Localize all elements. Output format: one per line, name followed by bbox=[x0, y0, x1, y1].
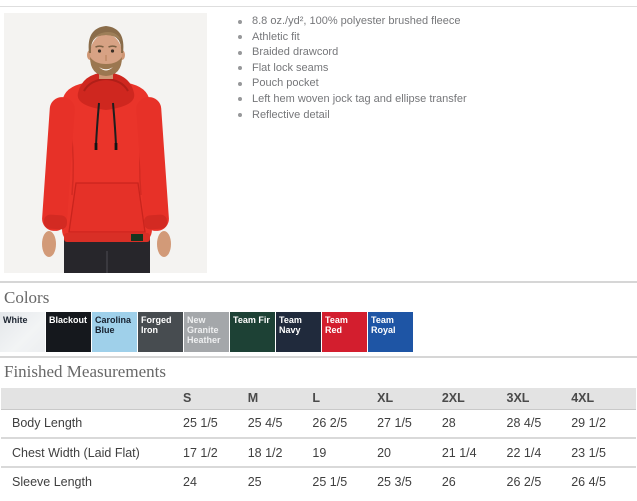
measurement-value: 24 bbox=[183, 466, 248, 496]
measurements-table: S M L XL 2XL 3XL 4XL Body Length 25 1/5 25 4/5 26… bbox=[1, 388, 636, 496]
size-column-header-4xl: 4XL bbox=[571, 388, 636, 410]
empty-header-cell bbox=[1, 388, 183, 410]
measurement-value: 26 bbox=[441, 466, 507, 496]
measurement-value: 21 1/4 bbox=[441, 437, 507, 467]
measurement-label: Sleeve Length bbox=[1, 466, 183, 496]
top-divider bbox=[0, 6, 637, 7]
measurement-label: Body Length bbox=[12, 416, 83, 431]
feature-item: Flat lock seams bbox=[236, 62, 467, 75]
measurement-value: 25 1/5 bbox=[183, 416, 218, 431]
feature-item: 8.8 oz./yd², 100% polyester brushed flee… bbox=[236, 15, 467, 28]
color-swatch-team-royal[interactable]: Team Royal bbox=[368, 312, 413, 352]
measurement-value: 25 bbox=[247, 466, 313, 496]
measurements-heading: Finished Measurements bbox=[4, 362, 166, 381]
measurement-value: 19 bbox=[312, 437, 378, 467]
color-swatch-forged-iron[interactable]: Forged Iron bbox=[138, 312, 183, 352]
measurement-value: 25 4/5 bbox=[247, 416, 283, 431]
measurement-row: Chest Width (Laid Flat) 17 1/2 18 1/2 19 20 2… bbox=[1, 437, 636, 467]
measurement-value: 26 2/5 bbox=[506, 466, 572, 496]
size-column-header-m: M bbox=[247, 388, 313, 410]
size-column-header-2xl: 2XL bbox=[441, 388, 507, 410]
feature-item: Left hem woven jock tag and ellipse tran… bbox=[236, 93, 467, 106]
feature-item: Athletic fit bbox=[236, 31, 467, 44]
color-swatch-carolina-blue[interactable]: Carolina Blue bbox=[92, 312, 137, 352]
measurement-value: 22 1/4 bbox=[506, 437, 572, 467]
measurement-value: 28 4/5 bbox=[506, 416, 542, 431]
colors-heading: Colors bbox=[4, 288, 50, 307]
color-swatch-blackout[interactable]: Blackout bbox=[46, 312, 91, 352]
measurement-value: 18 1/2 bbox=[247, 437, 313, 467]
measurement-value: 23 1/5 bbox=[571, 437, 636, 467]
measurement-value: 26 2/5 bbox=[312, 416, 348, 431]
feature-list: 8.8 oz./yd², 100% polyester brushed flee… bbox=[236, 15, 467, 124]
feature-item: Reflective detail bbox=[236, 109, 467, 122]
color-swatch-white[interactable]: White bbox=[0, 312, 45, 352]
color-swatch-team-fir[interactable]: Team Fir bbox=[230, 312, 275, 352]
measurement-value: 29 1/2 bbox=[571, 416, 606, 431]
feature-item: Pouch pocket bbox=[236, 77, 467, 90]
size-column-header-xl: XL bbox=[377, 388, 442, 410]
colors-divider bbox=[0, 281, 637, 283]
product-photo bbox=[4, 13, 207, 273]
color-swatch-row: White Blackout Carolina Blue Forged Iron New… bbox=[0, 312, 413, 352]
size-header-row: S M L XL 2XL 3XL 4XL bbox=[1, 388, 636, 410]
size-column-header-l: L bbox=[312, 388, 378, 410]
measurements-divider bbox=[0, 356, 637, 358]
measurement-value: 26 4/5 bbox=[571, 466, 636, 496]
measurement-value: 17 1/2 bbox=[183, 437, 248, 467]
measurement-row: Sleeve Length 24 25 25 1/5 25 3/5 26 26 2/5 26 … bbox=[1, 466, 636, 496]
measurement-value: 25 3/5 bbox=[377, 466, 442, 496]
measurement-value: 20 bbox=[377, 437, 442, 467]
feature-item: Braided drawcord bbox=[236, 46, 467, 59]
color-swatch-team-navy[interactable]: Team Navy bbox=[276, 312, 321, 352]
measurement-label: Chest Width (Laid Flat) bbox=[1, 437, 183, 467]
measurement-value: 28 bbox=[441, 416, 456, 431]
measurement-value: 27 1/5 bbox=[377, 416, 412, 431]
measurement-value: 25 1/5 bbox=[312, 466, 378, 496]
size-column-header-3xl: 3XL bbox=[506, 388, 572, 410]
measurement-row: Body Length 25 1/5 25 4/5 26 2/5 27 1/5 28 28 … bbox=[1, 409, 636, 438]
color-swatch-new-granite-heather[interactable]: New Granite Heather bbox=[184, 312, 229, 352]
hoodie-model-illustration bbox=[4, 13, 207, 273]
color-swatch-team-red[interactable]: Team Red bbox=[322, 312, 367, 352]
size-column-header-s: S bbox=[183, 388, 248, 410]
